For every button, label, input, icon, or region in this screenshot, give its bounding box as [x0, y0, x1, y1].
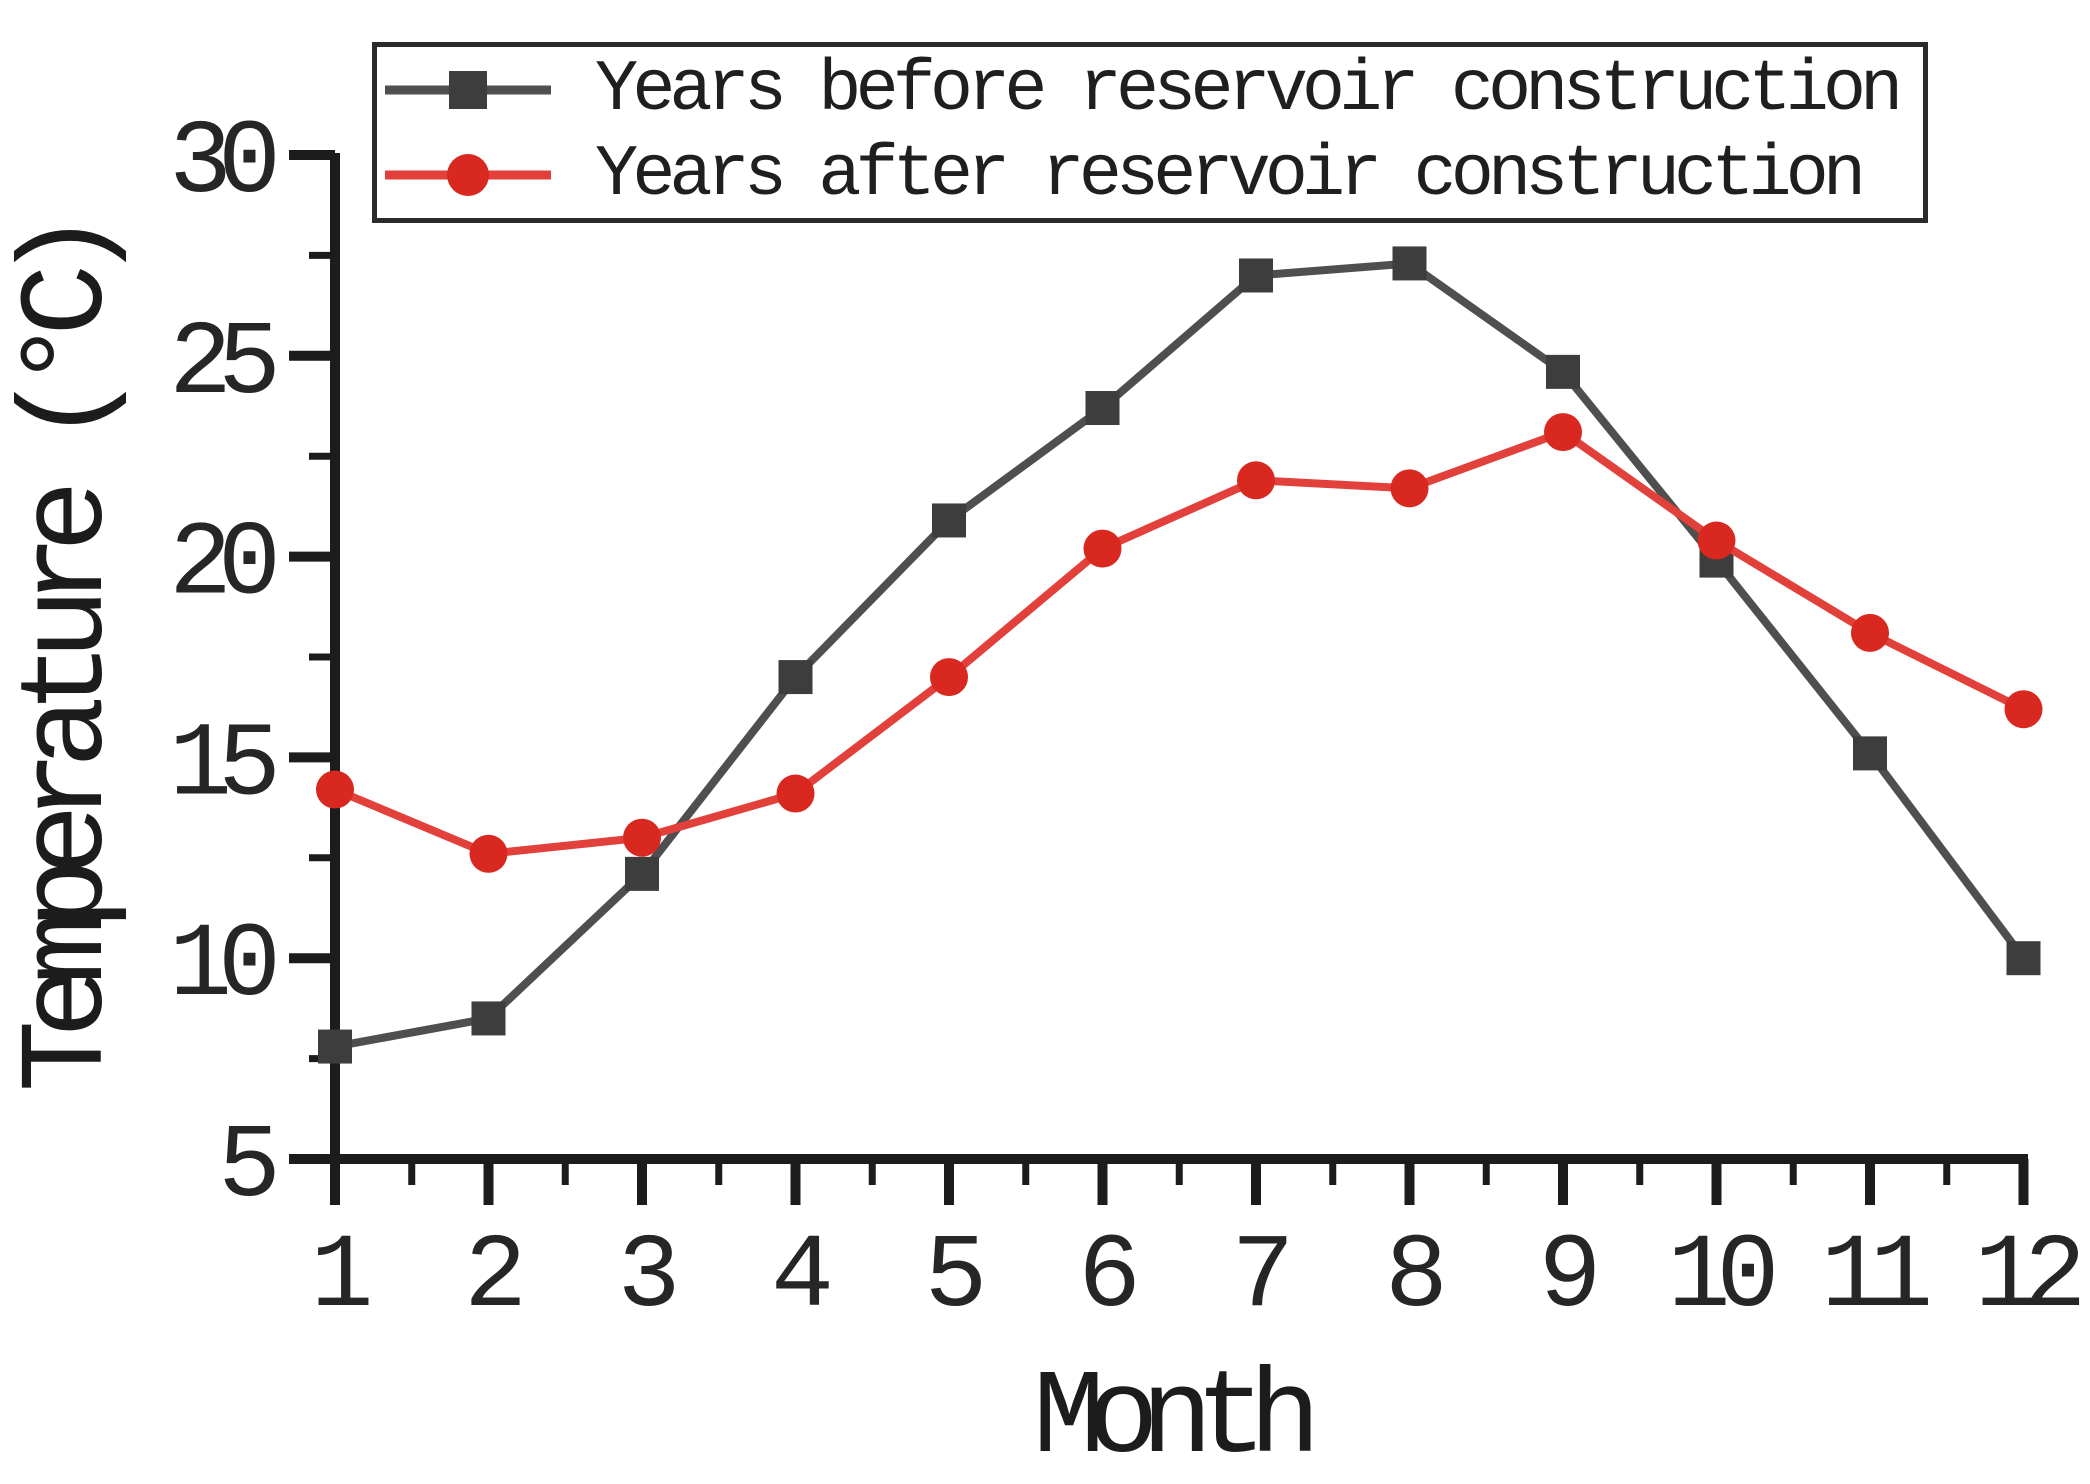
- series-1-circle-marker: [1851, 613, 1889, 652]
- x-tick-label: 9: [1538, 1218, 1594, 1337]
- x-tick-label: 1: [310, 1218, 368, 1337]
- y-axis-title: Temperature (°C): [2, 227, 138, 1093]
- series-0-square-marker: [318, 1029, 352, 1064]
- series-1-circle-marker: [2004, 690, 2043, 729]
- x-tick-label: 6: [1078, 1218, 1135, 1337]
- series-0-square-marker: [471, 1001, 506, 1036]
- x-tick-label: 4: [771, 1218, 829, 1337]
- x-tick-label: 12: [1974, 1218, 2079, 1337]
- series-0-square-marker: [2006, 941, 2041, 976]
- legend-entry-before: Years before reservoir construction: [377, 48, 1923, 133]
- series-line-0: [334, 259, 2027, 1051]
- y-tick-label: 30: [169, 104, 275, 223]
- series-0-square-marker: [1853, 736, 1887, 771]
- series-1-circle-marker: [1237, 461, 1275, 500]
- legend-label-after: Years after reservoir construction: [595, 134, 1866, 216]
- series-0-square-marker: [932, 503, 966, 538]
- series-1-circle-marker: [316, 770, 354, 809]
- legend-circle-marker: [447, 154, 489, 196]
- series-1-circle-marker: [1083, 529, 1122, 568]
- series-0-square-marker: [1239, 258, 1273, 293]
- series-0-square-marker: [1392, 246, 1427, 281]
- series-0-square-marker: [1546, 354, 1580, 389]
- series-0-square-marker: [625, 856, 659, 891]
- legend-sample-after: [385, 154, 551, 196]
- legend-entry-after: Years after reservoir construction: [377, 133, 1923, 218]
- series-line-1: [333, 427, 2026, 858]
- series-1-circle-marker: [623, 818, 661, 857]
- x-tick-label: 2: [464, 1218, 520, 1337]
- series-1-circle-marker: [930, 658, 968, 697]
- y-tick-label: 25: [169, 305, 275, 424]
- series-1-circle-marker: [469, 834, 508, 873]
- series-0-square-marker: [1085, 391, 1120, 426]
- series-0-square-marker: [778, 660, 813, 695]
- legend-box: Years before reservoir construction Year…: [372, 42, 1928, 223]
- series-1-circle-marker: [1544, 413, 1582, 452]
- x-tick-label: 11: [1821, 1218, 1928, 1337]
- series-1-circle-marker: [1697, 521, 1736, 560]
- series-1-circle-marker: [776, 774, 815, 813]
- series-1-circle-marker: [1390, 469, 1429, 508]
- y-tick-label: 5: [218, 1108, 275, 1227]
- x-tick-label: 8: [1385, 1218, 1442, 1337]
- x-tick-label: 7: [1231, 1218, 1286, 1337]
- y-tick-label: 20: [169, 506, 275, 625]
- y-tick-label: 10: [169, 907, 275, 1026]
- x-tick-label: 5: [924, 1218, 981, 1337]
- legend-label-before: Years before reservoir construction: [595, 49, 1903, 131]
- y-tick-label: 15: [169, 706, 275, 825]
- x-tick-label: 3: [617, 1218, 674, 1337]
- legend-sample-before: [385, 71, 551, 109]
- x-tick-label: 10: [1667, 1218, 1773, 1337]
- legend-square-marker: [449, 71, 487, 109]
- x-axis-title: Month: [1032, 1352, 1321, 1484]
